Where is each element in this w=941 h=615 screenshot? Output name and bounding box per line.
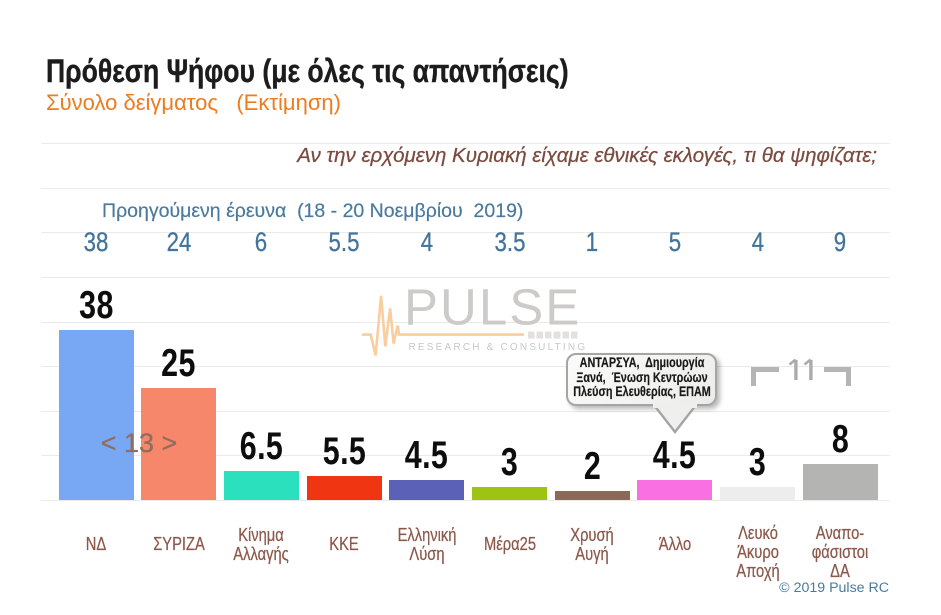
svg-text:RESEARCH & CONSULTING: RESEARCH & CONSULTING [409, 342, 588, 353]
svg-text:PULSE: PULSE [404, 279, 581, 336]
